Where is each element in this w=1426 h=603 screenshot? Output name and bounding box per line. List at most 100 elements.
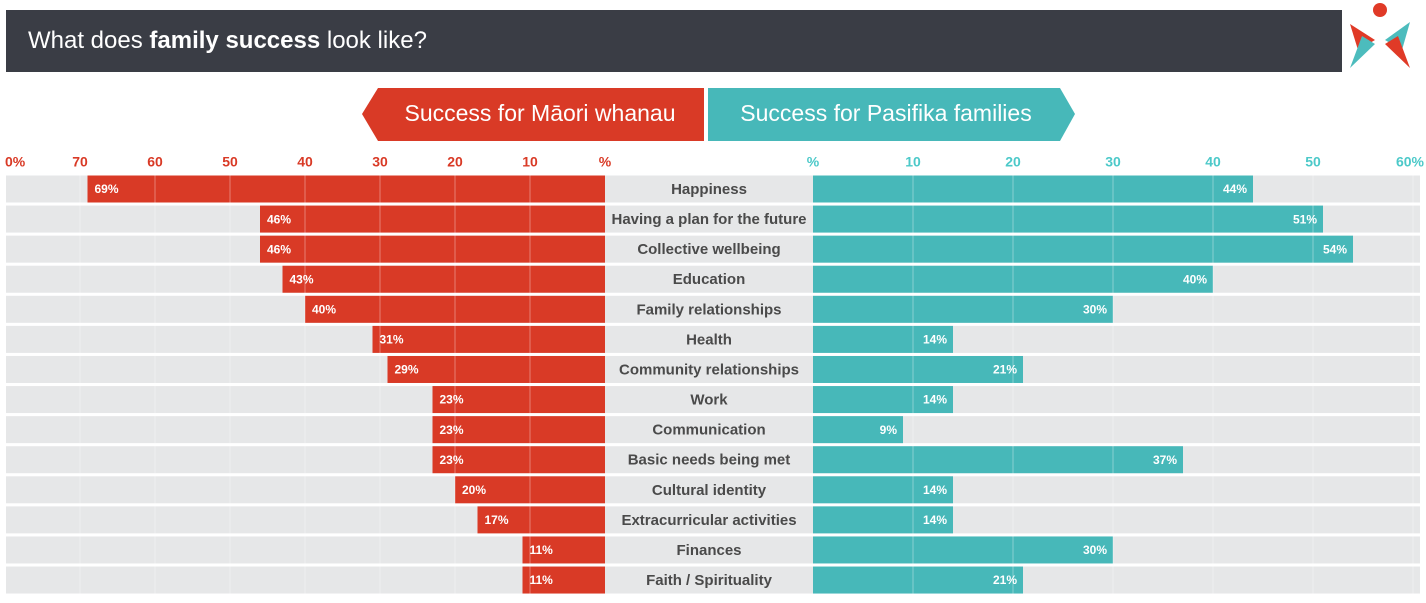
x-tick-label: 30 [372, 154, 388, 170]
bar [477, 506, 605, 534]
bar [522, 536, 605, 564]
bar [813, 566, 1023, 594]
bar [455, 476, 605, 504]
value-label: 17% [485, 513, 509, 527]
bar [260, 205, 605, 233]
bar [432, 386, 605, 414]
value-label: 11% [530, 573, 554, 587]
value-label: 14% [923, 333, 947, 347]
category-label: Education [673, 271, 746, 288]
bar [387, 355, 605, 383]
logo [1342, 3, 1420, 72]
value-label: 69% [95, 182, 119, 196]
value-label: 29% [395, 363, 419, 377]
value-label: 14% [923, 483, 947, 497]
x2-tick-label: 10 [905, 154, 921, 170]
x2-tick-label: % [807, 154, 820, 170]
header-bar [6, 10, 1420, 72]
title-part: look like? [320, 27, 427, 54]
value-label: 20% [462, 483, 486, 497]
bar [372, 325, 605, 353]
category-label: Faith / Spirituality [646, 572, 773, 589]
bar [813, 295, 1113, 323]
x-tick-label: % [599, 154, 612, 170]
value-label: 54% [1323, 242, 1347, 256]
x-tick-label: 10 [522, 154, 538, 170]
category-label: Finances [676, 542, 741, 559]
bar [813, 205, 1323, 233]
x2-tick-label: 20 [1005, 154, 1021, 170]
bar [813, 476, 953, 504]
category-label: Cultural identity [652, 482, 767, 499]
bar [813, 175, 1253, 203]
value-label: 14% [923, 393, 947, 407]
value-label: 11% [530, 543, 554, 557]
x-tick-label: 0% [5, 154, 26, 170]
row-background [6, 476, 1420, 504]
bar [813, 536, 1113, 564]
value-label: 46% [267, 242, 291, 256]
row-background [6, 536, 1420, 564]
legend-banner [708, 88, 1075, 141]
row-background [6, 386, 1420, 414]
bar [813, 355, 1023, 383]
value-label: 43% [290, 272, 314, 286]
value-label: 21% [993, 573, 1017, 587]
value-label: 30% [1083, 302, 1107, 316]
chart-title: What does family success look like? [28, 27, 427, 54]
value-label: 9% [880, 423, 898, 437]
value-label: 31% [380, 333, 404, 347]
title-emphasis: family success [149, 27, 320, 54]
x2-tick-label: 50 [1305, 154, 1321, 170]
category-label: Family relationships [636, 301, 781, 318]
row-background [6, 566, 1420, 594]
bar [813, 235, 1353, 263]
row-background [6, 506, 1420, 534]
value-label: 44% [1223, 182, 1247, 196]
x2-tick-label: 60% [1396, 154, 1425, 170]
x2-tick-label: 30 [1105, 154, 1121, 170]
value-label: 30% [1083, 543, 1107, 557]
legend-banner [362, 88, 704, 141]
bar [813, 446, 1183, 474]
row-background [6, 416, 1420, 444]
bar [522, 566, 605, 594]
bar [305, 295, 605, 323]
category-label: Work [690, 392, 728, 409]
value-label: 21% [993, 363, 1017, 377]
bar [813, 416, 903, 444]
bar [87, 175, 605, 203]
bar [260, 235, 605, 263]
row-background [6, 295, 1420, 323]
value-label: 14% [923, 513, 947, 527]
category-label: Health [686, 331, 732, 348]
legend-label: Success for Māori whanau [404, 100, 675, 126]
row-background [6, 446, 1420, 474]
bar [813, 265, 1213, 293]
x-tick-label: 50 [222, 154, 238, 170]
x-tick-label: 40 [297, 154, 313, 170]
row-background [6, 355, 1420, 383]
value-label: 40% [1183, 272, 1207, 286]
value-label: 23% [440, 393, 464, 407]
category-label: Having a plan for the future [611, 211, 806, 228]
bar [432, 446, 605, 474]
category-label: Communication [652, 422, 765, 439]
category-label: Collective wellbeing [637, 241, 780, 258]
bar [432, 416, 605, 444]
value-label: 40% [312, 302, 336, 316]
value-label: 46% [267, 212, 291, 226]
bar [282, 265, 605, 293]
category-label: Basic needs being met [628, 452, 791, 469]
value-label: 23% [440, 423, 464, 437]
category-label: Extracurricular activities [621, 512, 796, 529]
x-tick-label: 70 [72, 154, 88, 170]
x-tick-label: 20 [447, 154, 463, 170]
category-label: Happiness [671, 181, 747, 198]
x2-tick-label: 40 [1205, 154, 1221, 170]
category-label: Community relationships [619, 361, 799, 378]
legend-label: Success for Pasifika families [740, 100, 1031, 126]
bar [813, 325, 953, 353]
x-tick-label: 60 [147, 154, 163, 170]
